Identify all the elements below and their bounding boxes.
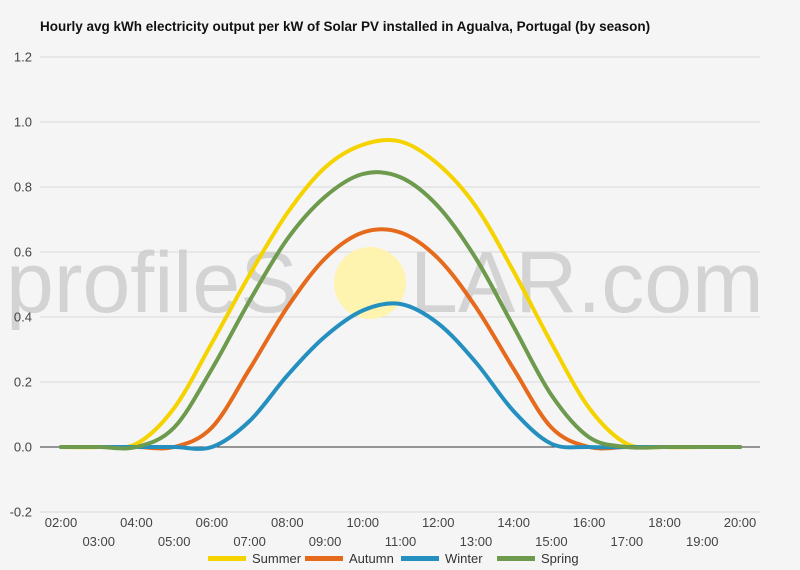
legend-swatch-summer — [208, 556, 246, 561]
x-tick-label: 13:00 — [460, 534, 493, 549]
legend-label-spring: Spring — [541, 551, 579, 566]
x-tick-label: 07:00 — [233, 534, 266, 549]
series-lines — [59, 137, 742, 451]
x-tick-label: 20:00 — [724, 515, 757, 530]
y-tick-label: 0.4 — [14, 310, 32, 325]
x-tick-label: 17:00 — [611, 534, 644, 549]
x-tick-label: 11:00 — [385, 534, 417, 549]
x-tick-label: 05:00 — [158, 534, 191, 549]
legend-label-winter: Winter — [445, 551, 483, 566]
x-tick-label: 10:00 — [347, 515, 380, 530]
y-tick-label: 0.2 — [14, 375, 32, 390]
y-tick-label: 0.6 — [14, 245, 32, 260]
x-tick-label: 02:00 — [45, 515, 78, 530]
x-tick-label: 06:00 — [196, 515, 229, 530]
x-tick-label: 19:00 — [686, 534, 719, 549]
x-tick-label: 16:00 — [573, 515, 606, 530]
x-tick-label: 15:00 — [535, 534, 568, 549]
y-tick-label: 1.0 — [14, 115, 32, 130]
chart-title: Hourly avg kWh electricity output per kW… — [40, 19, 651, 34]
legend-swatch-spring — [497, 556, 535, 561]
watermark-text-left: profileS — [6, 235, 298, 331]
grid-lines — [40, 56, 760, 513]
y-tick-label: 1.2 — [14, 50, 32, 65]
y-tick-label: -0.2 — [10, 505, 32, 520]
y-axis-ticks: -0.2 0.0 0.2 0.4 0.6 0.8 1.0 1.2 — [10, 50, 32, 520]
y-tick-label: 0.8 — [14, 180, 32, 195]
x-tick-label: 12:00 — [422, 515, 455, 530]
x-tick-label: 14:00 — [497, 515, 530, 530]
x-axis-ticks: 02:00 03:00 04:00 05:00 06:00 07:00 08:00 09:00… — [45, 515, 757, 549]
x-tick-label: 04:00 — [120, 515, 153, 530]
watermark-text-right: LAR.com — [410, 235, 764, 331]
y-tick-label: 0.0 — [14, 440, 32, 455]
legend-swatch-winter — [401, 556, 439, 561]
x-tick-label: 18:00 — [648, 515, 681, 530]
legend-label-autumn: Autumn — [349, 551, 394, 566]
x-tick-label: 08:00 — [271, 515, 304, 530]
watermark-sun-icon — [334, 247, 406, 319]
x-tick-label: 09:00 — [309, 534, 342, 549]
legend-label-summer: Summer — [252, 551, 302, 566]
legend: Summer Autumn Winter Spring — [208, 551, 579, 566]
series-line-summer — [59, 137, 742, 450]
legend-swatch-autumn — [305, 556, 343, 561]
x-tick-label: 03:00 — [82, 534, 115, 549]
series-line-spring — [59, 170, 742, 451]
